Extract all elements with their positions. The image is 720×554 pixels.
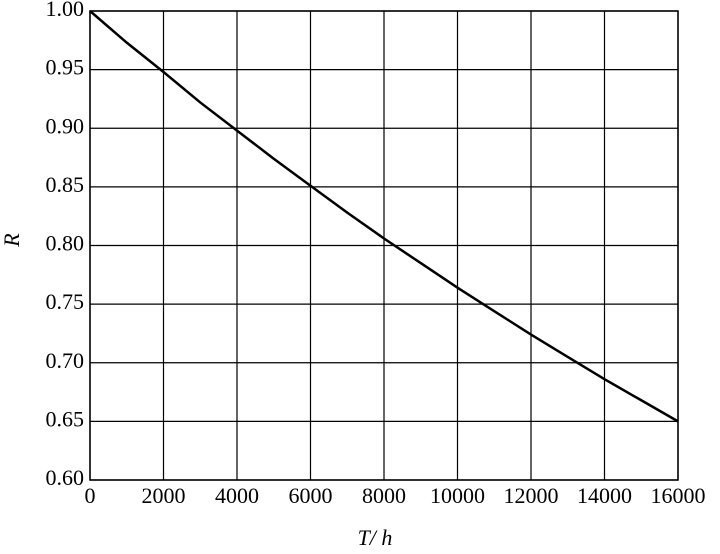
x-tick-label: 8000: [362, 483, 406, 508]
x-tick-label: 0: [85, 483, 96, 508]
y-axis-label: R: [0, 233, 24, 248]
x-axis-label: T/ h: [358, 525, 393, 550]
y-tick-label: 0.95: [46, 55, 85, 80]
y-tick-label: 0.80: [46, 231, 85, 256]
y-tick-label: 0.65: [46, 406, 85, 431]
x-tick-label: 4000: [215, 483, 259, 508]
y-tick-label: 0.75: [46, 289, 85, 314]
x-tick-label: 6000: [289, 483, 333, 508]
x-tick-label: 10000: [430, 483, 485, 508]
x-tick-label: 14000: [577, 483, 632, 508]
x-tick-label: 2000: [142, 483, 186, 508]
y-tick-label: 0.60: [46, 465, 85, 490]
data-line: [89, 10, 679, 423]
plot-frame: [89, 10, 679, 481]
y-tick-label: 1.00: [46, 0, 85, 21]
x-tick-label: 12000: [504, 483, 559, 508]
x-tick-label: 16000: [651, 483, 706, 508]
y-tick-label: 0.90: [46, 113, 85, 138]
y-tick-label: 0.70: [46, 348, 85, 373]
y-tick-label: 0.85: [46, 172, 85, 197]
